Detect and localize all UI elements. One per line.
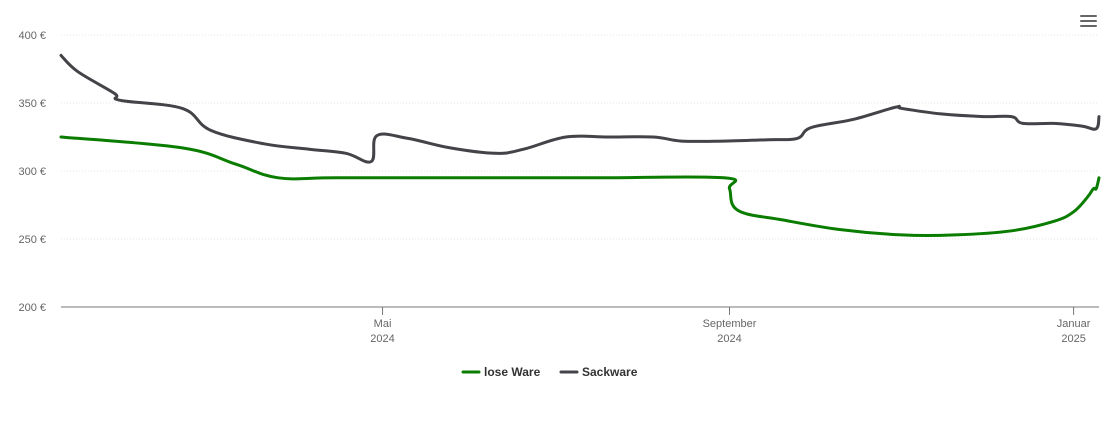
y-tick-label: 400 € bbox=[18, 30, 46, 42]
series-line-lose-ware bbox=[59, 135, 1101, 238]
y-tick-label: 350 € bbox=[18, 98, 46, 110]
menu-bar-icon bbox=[1079, 24, 1097, 28]
y-tick-label: 200 € bbox=[18, 302, 46, 314]
menu-bar-icon bbox=[1079, 14, 1097, 18]
legend-item[interactable]: lose Ware bbox=[461, 365, 541, 379]
x-tick-label-month: Januar bbox=[1057, 318, 1091, 330]
series-lines bbox=[59, 53, 1101, 238]
x-tick-label-year: 2024 bbox=[717, 333, 741, 345]
legend-label: lose Ware bbox=[484, 365, 541, 379]
chart-menu-icon[interactable] bbox=[1076, 10, 1100, 32]
y-axis-tick-labels: 200 € 250 € 300 € 350 € 400 € bbox=[18, 30, 46, 314]
y-tick-label: 300 € bbox=[18, 166, 46, 178]
x-tick-label-month: Mai bbox=[374, 318, 392, 330]
legend: lose Ware Sackware bbox=[461, 365, 638, 379]
y-grid-lines bbox=[61, 34, 1099, 240]
y-tick-label: 250 € bbox=[18, 234, 46, 246]
x-tick-label-year: 2024 bbox=[370, 333, 394, 345]
legend-item[interactable]: Sackware bbox=[559, 365, 638, 379]
series-line-sackware bbox=[59, 53, 1101, 164]
x-axis-ticks: Mai 2024 September 2024 Januar 2025 bbox=[370, 307, 1091, 345]
legend-label: Sackware bbox=[582, 365, 638, 379]
x-tick-label-year: 2025 bbox=[1061, 333, 1085, 345]
menu-bar-icon bbox=[1079, 19, 1097, 23]
x-tick-label-month: September bbox=[703, 318, 757, 330]
